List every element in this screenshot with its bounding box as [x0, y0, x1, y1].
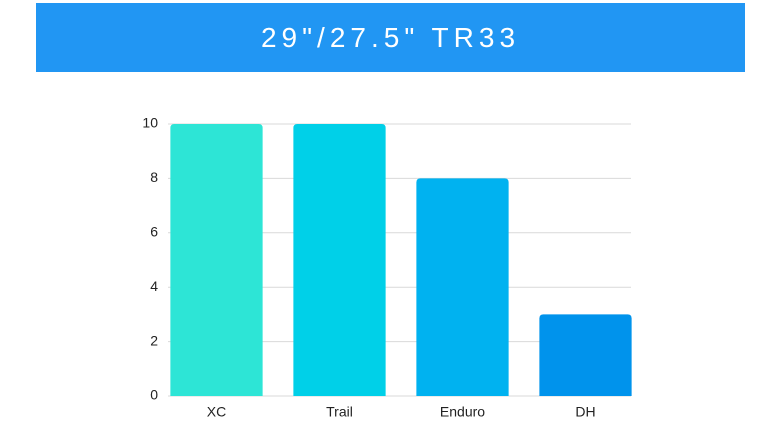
- x-tick-label: DH: [575, 404, 595, 420]
- header-banner: 29"/27.5" TR33: [36, 3, 745, 72]
- bar: [293, 124, 386, 396]
- bar: [416, 178, 509, 396]
- chart-title: 29"/27.5" TR33: [260, 21, 521, 53]
- y-tick-label: 8: [150, 169, 158, 185]
- x-tick-label: Trail: [326, 404, 353, 420]
- y-tick-label: 4: [150, 278, 158, 294]
- x-tick-label: XC: [207, 404, 226, 420]
- y-tick-label: 0: [150, 387, 158, 403]
- y-tick-label: 2: [150, 332, 158, 348]
- y-tick-label: 6: [150, 224, 158, 240]
- bar: [539, 314, 632, 396]
- y-tick-label: 10: [142, 115, 158, 131]
- bar: [170, 124, 263, 396]
- x-tick-label: Enduro: [440, 404, 485, 420]
